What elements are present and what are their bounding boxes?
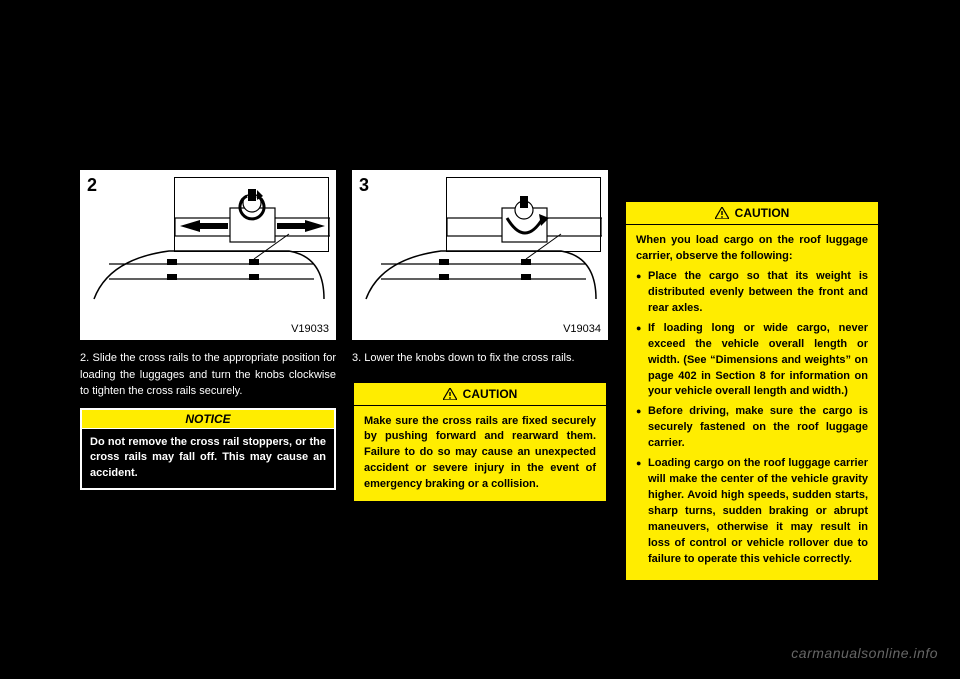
figure-code: V19034 (563, 323, 601, 335)
vehicle-side-icon (89, 229, 329, 319)
figure-code: V19033 (291, 323, 329, 335)
caution-body-large: When you load cargo on the roof luggage … (626, 225, 878, 580)
notice-header: NOTICE (80, 408, 336, 428)
step-2-text: 2. Slide the cross rails to the appropri… (80, 350, 336, 400)
caution-box-small: CAUTION Make sure the cross rails are fi… (352, 381, 608, 504)
column-2: 3 V19034 (352, 170, 608, 610)
caution-label: CAUTION (463, 387, 518, 401)
figure-number: 3 (359, 175, 369, 196)
manual-page: 2 (80, 170, 880, 610)
caution-label: CAUTION (735, 206, 790, 220)
caution-bullet: If loading long or wide cargo, never exc… (636, 321, 868, 401)
caution-header: CAUTION (354, 383, 606, 406)
caution-bullet: Place the cargo so that its weight is di… (636, 269, 868, 317)
caution-box-large: CAUTION When you load cargo on the roof … (624, 200, 880, 582)
caution-bullet: Loading cargo on the roof luggage carrie… (636, 456, 868, 568)
step-3-heading: 3. Lower the knobs down to fix the cross… (352, 350, 608, 367)
column-3: CAUTION When you load cargo on the roof … (624, 170, 880, 610)
warning-triangle-icon (715, 207, 729, 219)
figure-2: 2 (80, 170, 336, 340)
figure-number: 2 (87, 175, 97, 196)
vehicle-side-icon (361, 229, 601, 319)
notice-body: Do not remove the cross rail stoppers, o… (80, 428, 336, 491)
watermark-text: carmanualsonline.info (791, 645, 938, 661)
caution-bullet: Before driving, make sure the cargo is s… (636, 404, 868, 452)
caution-body: Make sure the cross rails are fixed secu… (354, 406, 606, 502)
caution-header: CAUTION (626, 202, 878, 225)
notice-label: NOTICE (185, 412, 230, 426)
caution-bullet-list: Place the cargo so that its weight is di… (636, 269, 868, 568)
step-2-heading: 2. Slide the cross rails to the appropri… (80, 350, 336, 400)
step-3-text: 3. Lower the knobs down to fix the cross… (352, 350, 608, 367)
warning-triangle-icon (443, 388, 457, 400)
column-1: 2 (80, 170, 336, 610)
figure-3: 3 V19034 (352, 170, 608, 340)
caution-intro: When you load cargo on the roof luggage … (636, 233, 868, 265)
